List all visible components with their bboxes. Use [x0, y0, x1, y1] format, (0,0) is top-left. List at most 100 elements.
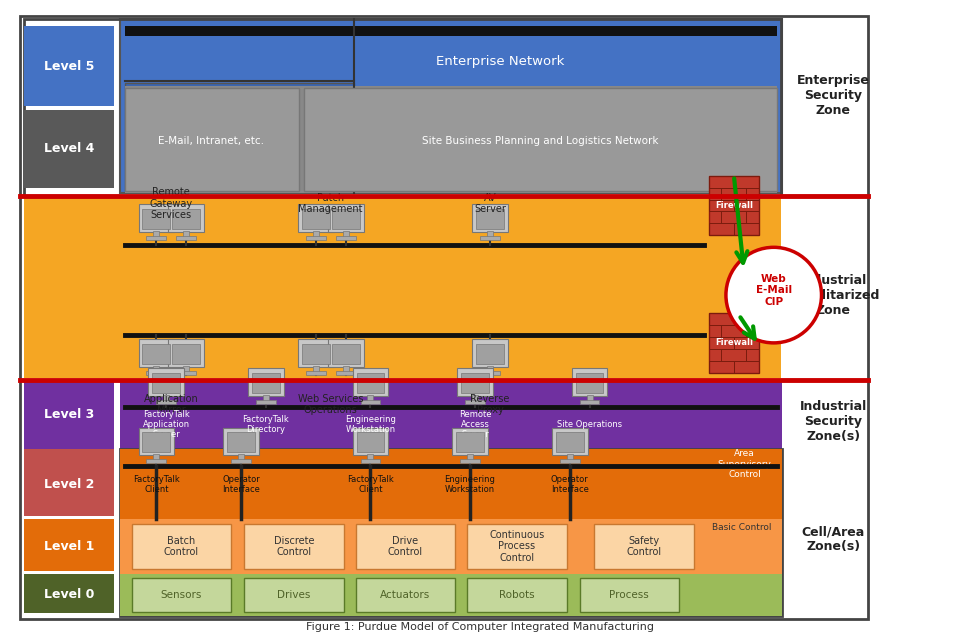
Text: Safety
Control: Safety Control: [627, 536, 661, 558]
Bar: [263, 395, 269, 401]
Bar: [306, 371, 325, 375]
Bar: [138, 427, 175, 455]
Bar: [368, 395, 373, 401]
Text: FactoryTalk
Application
Server: FactoryTalk Application Server: [143, 410, 190, 439]
Bar: [361, 399, 380, 404]
Bar: [147, 236, 166, 240]
Text: AV
Server: AV Server: [474, 192, 506, 214]
Bar: [580, 578, 679, 612]
Text: Remote
Access
Server: Remote Access Server: [459, 410, 492, 439]
Bar: [343, 366, 348, 371]
Bar: [156, 399, 177, 404]
Bar: [709, 176, 733, 187]
Bar: [301, 210, 329, 229]
Bar: [733, 313, 758, 325]
Text: FactoryTalk
Directory: FactoryTalk Directory: [243, 415, 289, 434]
Bar: [356, 373, 384, 392]
Text: Firewall: Firewall: [715, 201, 753, 210]
Bar: [709, 361, 733, 373]
Bar: [231, 459, 251, 464]
Bar: [746, 349, 758, 361]
Bar: [580, 399, 599, 404]
Bar: [472, 339, 508, 367]
Text: Enterprise Network: Enterprise Network: [436, 55, 564, 67]
Bar: [456, 432, 484, 452]
Bar: [327, 339, 364, 367]
Bar: [301, 344, 329, 364]
Bar: [460, 459, 480, 464]
Bar: [177, 236, 196, 240]
Bar: [368, 455, 373, 460]
Bar: [183, 231, 189, 237]
Text: Application
Mirror: Application Mirror: [144, 394, 199, 415]
Bar: [709, 199, 733, 211]
Bar: [177, 371, 196, 375]
Bar: [457, 368, 492, 396]
Bar: [138, 204, 175, 232]
Bar: [248, 368, 284, 396]
Text: Industrial
Security
Zone(s): Industrial Security Zone(s): [800, 400, 867, 443]
Bar: [252, 373, 280, 392]
Bar: [709, 337, 733, 349]
Bar: [238, 455, 244, 460]
Bar: [154, 366, 159, 371]
Bar: [306, 236, 325, 240]
Text: Level 0: Level 0: [43, 588, 94, 601]
Bar: [154, 231, 159, 237]
Bar: [132, 524, 231, 569]
Bar: [149, 368, 184, 396]
Bar: [746, 211, 758, 224]
Text: Engineering
Workstation: Engineering Workstation: [345, 415, 396, 434]
Bar: [256, 399, 276, 404]
Text: Robots: Robots: [499, 590, 535, 600]
Bar: [120, 450, 781, 616]
Bar: [173, 344, 201, 364]
Text: Reverse
Proxy: Reverse Proxy: [470, 394, 510, 415]
Bar: [142, 432, 170, 452]
Text: Firewall: Firewall: [715, 338, 753, 347]
Bar: [132, 578, 231, 612]
Bar: [480, 236, 500, 240]
Bar: [331, 344, 360, 364]
Bar: [487, 231, 492, 237]
Bar: [487, 366, 492, 371]
Text: Drive
Control: Drive Control: [388, 536, 423, 558]
Text: Enterprise
Security
Zone: Enterprise Security Zone: [797, 74, 870, 117]
Bar: [587, 395, 592, 401]
Bar: [571, 368, 608, 396]
Bar: [721, 325, 746, 337]
Text: Level 4: Level 4: [43, 142, 94, 155]
Text: Site Business Planning and Logistics Network: Site Business Planning and Logistics Net…: [422, 136, 659, 146]
Bar: [361, 459, 380, 464]
Bar: [120, 574, 781, 616]
Bar: [244, 524, 344, 569]
Bar: [476, 210, 504, 229]
Text: Discrete
Control: Discrete Control: [274, 536, 314, 558]
Text: Sensors: Sensors: [160, 590, 202, 600]
Bar: [476, 344, 504, 364]
Bar: [120, 19, 781, 192]
Bar: [566, 455, 572, 460]
Text: Cell/Area
Zone(s): Cell/Area Zone(s): [802, 525, 865, 553]
Text: Basic Control: Basic Control: [712, 523, 772, 531]
Bar: [313, 231, 319, 237]
Bar: [147, 371, 166, 375]
Bar: [168, 339, 204, 367]
Bar: [173, 210, 201, 229]
Bar: [142, 210, 170, 229]
Bar: [183, 366, 189, 371]
Bar: [24, 574, 113, 613]
Text: FactoryTalk
Client: FactoryTalk Client: [133, 474, 180, 494]
Bar: [352, 368, 389, 396]
Bar: [733, 337, 758, 349]
Text: Drives: Drives: [277, 590, 310, 600]
Bar: [125, 86, 777, 192]
Bar: [468, 455, 473, 460]
Bar: [355, 524, 455, 569]
Bar: [746, 187, 758, 199]
Bar: [461, 373, 489, 392]
Bar: [746, 325, 758, 337]
Bar: [223, 427, 259, 455]
Text: Batch
Control: Batch Control: [164, 536, 199, 558]
Bar: [298, 339, 334, 367]
